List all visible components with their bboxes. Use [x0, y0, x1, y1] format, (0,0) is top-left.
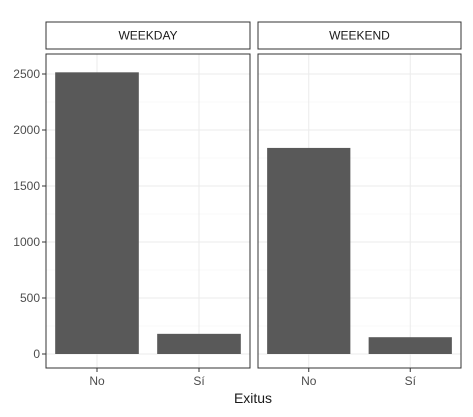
bar-s: [157, 333, 241, 354]
panel-border: [45, 53, 251, 369]
x-tick-label: No: [89, 374, 105, 388]
y-tick-label: 1000: [13, 235, 40, 249]
y-tick-label: 2000: [13, 123, 40, 137]
panel-border: [257, 53, 462, 369]
x-axis-title: Exitus: [234, 390, 272, 406]
y-tick-label: 1500: [13, 179, 40, 193]
y-tick-label: 500: [20, 291, 40, 305]
x-tick-label: No: [301, 374, 317, 388]
facet-panel-weekend: WEEKEND No Sí: [257, 21, 462, 388]
y-tick-label: 0: [33, 347, 40, 361]
facet-panel-weekday: WEEKDAY No Sí 0 500 1000 1500 2000 2500: [13, 21, 251, 388]
bar-s: [368, 337, 452, 354]
y-tick-label: 2500: [13, 67, 40, 81]
bar-no: [55, 72, 139, 354]
facet-strip: [257, 21, 462, 50]
x-tick-label: Sí: [405, 374, 417, 388]
facet-strip: [45, 21, 251, 50]
facet-strip-label: WEEKDAY: [118, 29, 177, 43]
facet-strip-label: WEEKEND: [329, 29, 390, 43]
bar-no: [267, 147, 351, 354]
x-tick-label: Sí: [193, 374, 205, 388]
